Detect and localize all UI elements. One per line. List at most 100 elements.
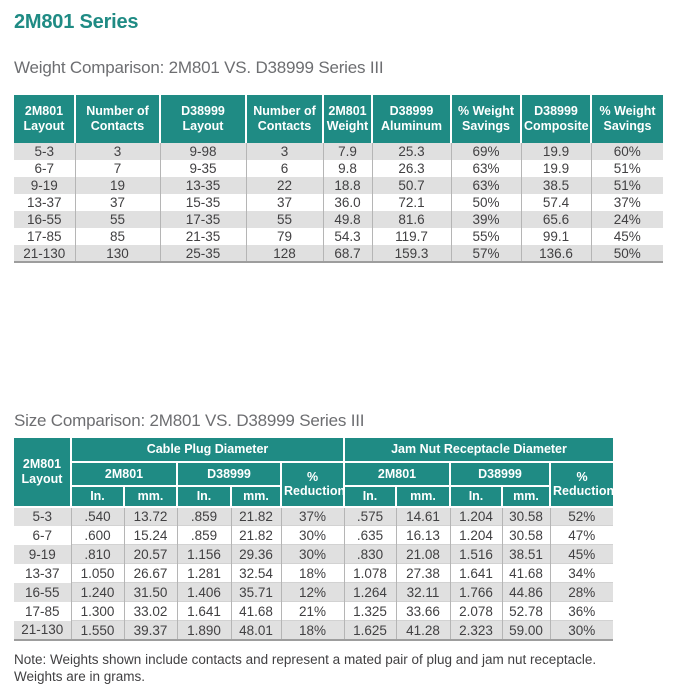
- table-cell: 1.325: [343, 601, 396, 621]
- table-cell: 1.050: [70, 563, 124, 583]
- table-cell: 32.11: [395, 582, 450, 602]
- table-cell: 81.6: [371, 211, 451, 228]
- header-row-series: 2M801 D38999 % Reduction 2M801 D38999 % …: [14, 461, 614, 508]
- table-row: 5-3 3 9-98 3 7.9 25.3 69% 19.9 60%: [14, 143, 663, 160]
- table-cell: 30.58: [501, 506, 550, 526]
- table-cell: 57%: [450, 245, 521, 263]
- table-cell: .859: [176, 525, 231, 545]
- table-cell: 128: [245, 245, 323, 263]
- table-cell: 2.078: [449, 601, 502, 621]
- table-cell: 51%: [590, 177, 663, 194]
- table-cell: 9.8: [322, 160, 372, 177]
- table-cell: 1.264: [343, 582, 396, 602]
- table-cell: 51%: [590, 160, 663, 177]
- table-cell: 35.71: [230, 582, 281, 602]
- column-header-weight-savings-1: % Weight Savings: [450, 95, 521, 143]
- table-cell: 12%: [280, 582, 344, 602]
- weight-table-header: 2M801 Layout Number of Contacts D38999 L…: [14, 95, 663, 143]
- page-title: 2M801 Series: [14, 11, 139, 33]
- table-cell: .830: [343, 544, 396, 564]
- header-row: 2M801 Layout Number of Contacts D38999 L…: [14, 95, 663, 143]
- unit-header-in-1: In.: [70, 485, 125, 508]
- table-cell: 45%: [549, 544, 613, 564]
- header-row-groups: 2M801 Layout Cable Plug Diameter Jam Nut…: [14, 438, 613, 508]
- table-cell: 49.8: [322, 211, 372, 228]
- column-header-2m801-layout: 2M801 Layout: [14, 438, 72, 508]
- table-cell: 6: [245, 160, 323, 177]
- table-cell: 63%: [450, 177, 521, 194]
- weight-comparison-title: Weight Comparison: 2M801 VS. D38999 Seri…: [14, 58, 384, 77]
- table-cell: 17-85: [24, 603, 60, 619]
- table-cell: 55: [245, 211, 323, 228]
- table-cell: 2.323: [449, 620, 502, 641]
- table-cell: 5-3: [32, 509, 52, 525]
- table-cell: 26.3: [371, 160, 451, 177]
- table-cell: 33.02: [123, 601, 177, 621]
- table-cell: 3: [245, 143, 323, 160]
- group-header-jam-nut: Jam Nut Receptacle Diameter: [343, 438, 613, 463]
- table-cell: 52%: [549, 506, 613, 526]
- table-cell: 7.9: [322, 143, 372, 160]
- table-cell: 16-55: [24, 584, 60, 600]
- table-cell: 54.3: [322, 228, 372, 245]
- table-cell: 130: [74, 245, 160, 263]
- column-header-pct-reduction-jamnut: % Reduction: [549, 461, 614, 508]
- table-row: 16-55 55 17-35 55 49.8 81.6 39% 65.6 24%: [14, 211, 663, 228]
- table-cell: 13-37: [24, 565, 60, 581]
- table-cell: 17-85: [26, 229, 62, 244]
- table-cell: 59.00: [501, 620, 550, 641]
- table-row: 13-37 1.050 26.67 1.281 32.54 18% 1.078 27.38 1.…: [14, 563, 613, 583]
- unit-header-mm-4: mm.: [501, 485, 551, 508]
- table-cell: 6-7: [32, 527, 52, 543]
- table-cell: 36%: [549, 601, 613, 621]
- table-cell: 50%: [590, 245, 663, 263]
- unit-header-mm-3: mm.: [395, 485, 451, 508]
- group-header-cable-plug: Cable Plug Diameter: [70, 438, 345, 463]
- table-cell: 1.550: [70, 620, 124, 641]
- unit-header-in-2: In.: [176, 485, 232, 508]
- table-cell: 5-3: [34, 144, 54, 159]
- table-cell: 18.8: [322, 177, 372, 194]
- table-cell: .540: [70, 506, 124, 526]
- table-cell: 48.01: [230, 620, 281, 641]
- footnote-line-1: Note: Weights shown include contacts and…: [14, 651, 597, 667]
- column-header-d38999-composite: D38999 Composite: [520, 95, 591, 143]
- table-cell: 28%: [549, 582, 613, 602]
- table-row: 6-7 .600 15.24.859 21.82 30% .635 16.13 1.204 30…: [14, 525, 613, 545]
- unit-header-in-4: In.: [449, 485, 503, 508]
- table-cell: 21-35: [159, 228, 246, 245]
- subgroup-header-2m801-cable: 2M801: [70, 461, 178, 487]
- table-cell: 9-19: [28, 546, 56, 562]
- table-cell: 37: [74, 194, 160, 211]
- footnote: Note: Weights shown include contacts and…: [14, 651, 663, 685]
- table-cell: 31.50: [123, 582, 177, 602]
- table-cell: 69%: [450, 143, 521, 160]
- table-cell: 41.28: [395, 620, 450, 641]
- size-table-body: 5-3.540 13.72.859 21.82 37% .575 14.61 1.204 30…: [14, 506, 613, 641]
- table-cell: 39%: [450, 211, 521, 228]
- table-cell: 1.890: [176, 620, 231, 641]
- table-cell: 38.5: [520, 177, 591, 194]
- table-row: 17-85 1.300 33.02 1.641 41.68 21% 1.325 33.66 2.…: [14, 601, 613, 621]
- table-cell: 50%: [450, 194, 521, 211]
- table-cell: 37: [245, 194, 323, 211]
- column-header-d38999-aluminum: D38999 Aluminum: [371, 95, 451, 143]
- table-cell: 19.9: [520, 143, 591, 160]
- table-cell: 13-37: [26, 195, 62, 210]
- column-header-2m801-layout: 2M801 Layout: [14, 95, 75, 143]
- table-cell: .635: [343, 525, 396, 545]
- table-cell: 1.516: [449, 544, 502, 564]
- weight-table-body: 5-3 3 9-98 3 7.9 25.3 69% 19.9 60% 6-7 7 9-35 6 9.8 26…: [14, 143, 663, 263]
- table-cell: 44.86: [501, 582, 550, 602]
- table-cell: 30%: [549, 620, 613, 641]
- table-cell: 25-35: [159, 245, 246, 263]
- table-cell: 21-130: [14, 245, 75, 263]
- table-cell: 26.67: [123, 563, 177, 583]
- table-cell: 37%: [590, 194, 663, 211]
- table-cell: 50.7: [371, 177, 451, 194]
- table-cell: 16-55: [26, 212, 62, 227]
- table-cell: 27.38: [395, 563, 450, 583]
- table-cell: 37%: [280, 506, 344, 526]
- table-cell: 16.13: [395, 525, 450, 545]
- table-cell: 29.36: [230, 544, 281, 564]
